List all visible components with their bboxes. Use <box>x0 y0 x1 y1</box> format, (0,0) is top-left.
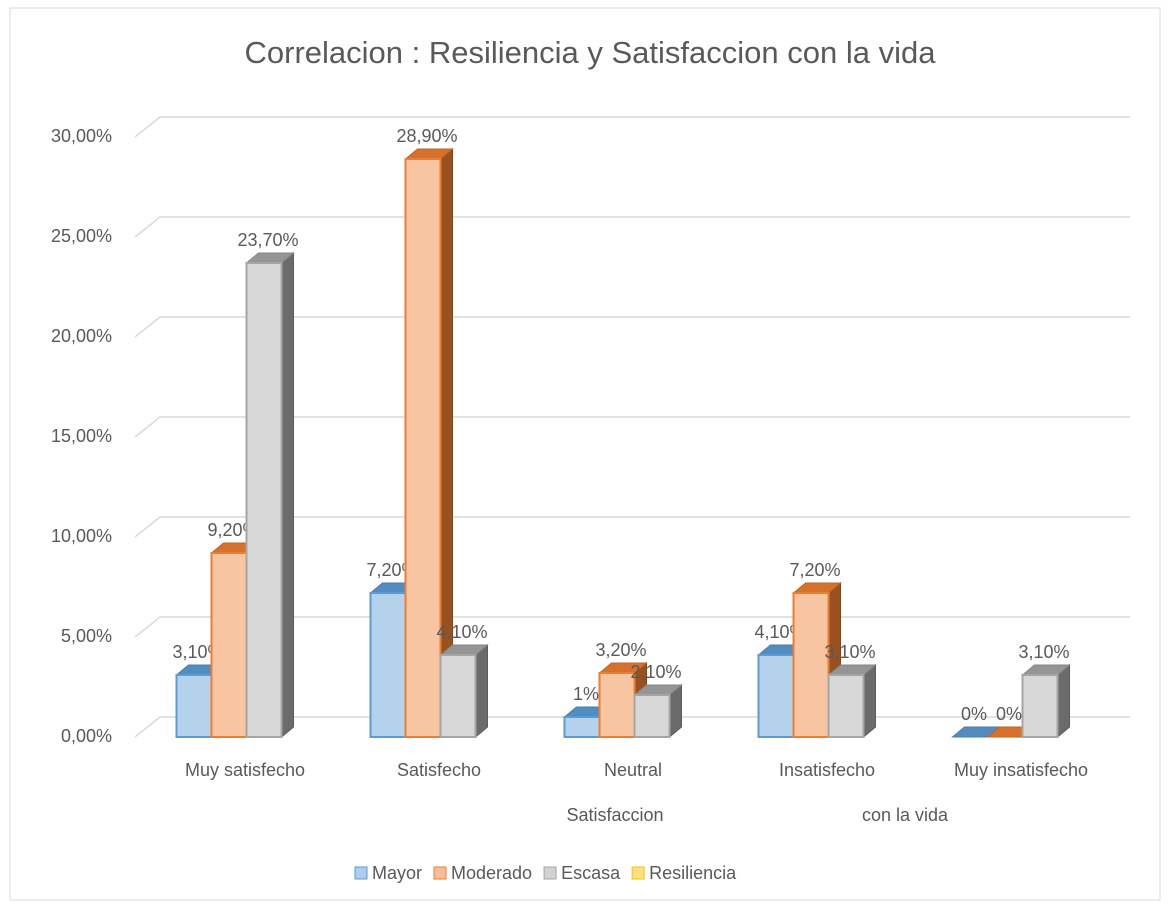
data-label: 0% <box>996 704 1022 724</box>
bar-front <box>439 654 477 738</box>
bar-side <box>1057 663 1070 739</box>
bar-side <box>863 663 876 739</box>
bar-side <box>475 643 488 739</box>
bar <box>439 643 489 739</box>
bar <box>1021 663 1071 739</box>
grid-line <box>134 116 1130 138</box>
chart-title: Correlacion : Resiliencia y Satisfaccion… <box>245 35 937 70</box>
bar-front <box>1021 674 1059 738</box>
legend-label: Mayor <box>372 863 422 883</box>
legend-label: Resiliencia <box>649 863 737 883</box>
bar <box>404 147 454 739</box>
y-tick-label: 10,00% <box>51 526 112 546</box>
bar-front <box>175 674 213 738</box>
bar <box>245 251 295 739</box>
bar-front <box>563 716 601 738</box>
bar-front <box>210 552 248 738</box>
data-label: 23,70% <box>237 230 298 250</box>
x-tick-label: Neutral <box>604 760 662 780</box>
x-axis-label: Satisfaccion <box>566 805 663 825</box>
y-tick-label: 30,00% <box>51 126 112 146</box>
legend-swatch <box>433 866 447 880</box>
bar <box>827 663 877 739</box>
data-label: 7,20% <box>789 560 840 580</box>
data-label: 0% <box>961 704 987 724</box>
data-label: 3,10% <box>824 642 875 662</box>
legend-label: Moderado <box>451 863 532 883</box>
bar-front <box>757 654 795 738</box>
bar-front <box>404 158 442 738</box>
x-tick-label: Muy insatisfecho <box>954 760 1088 780</box>
grid-line <box>134 516 1130 538</box>
y-tick-label: 0,00% <box>61 726 112 746</box>
legend-swatch <box>543 866 557 880</box>
x-tick-label: Muy satisfecho <box>185 760 305 780</box>
bar-front <box>792 592 830 738</box>
data-label: 4,10% <box>436 622 487 642</box>
legend-label: Escasa <box>561 863 621 883</box>
legend-swatch <box>354 866 368 880</box>
bar-front <box>245 262 283 738</box>
grid-line <box>134 316 1130 338</box>
legend-swatch <box>631 866 645 880</box>
bar-front <box>633 694 671 738</box>
bar-side <box>281 251 294 739</box>
bar-front <box>827 674 865 738</box>
data-label: 2,10% <box>630 662 681 682</box>
y-tick-label: 20,00% <box>51 326 112 346</box>
y-tick-label: 15,00% <box>51 426 112 446</box>
data-label: 3,10% <box>1018 642 1069 662</box>
grid-line <box>134 416 1130 438</box>
data-label: 1% <box>573 684 599 704</box>
data-label: 28,90% <box>396 126 457 146</box>
grid-line <box>134 216 1130 238</box>
x-tick-label: Satisfecho <box>397 760 481 780</box>
bar-front <box>369 592 407 738</box>
y-tick-label: 5,00% <box>61 626 112 646</box>
chart-frame <box>9 7 1161 901</box>
x-tick-label: Insatisfecho <box>779 760 875 780</box>
data-label: 3,20% <box>595 640 646 660</box>
bar <box>633 683 683 739</box>
bar-front <box>598 672 636 738</box>
x-axis-label: con la vida <box>862 805 949 825</box>
y-tick-label: 25,00% <box>51 226 112 246</box>
